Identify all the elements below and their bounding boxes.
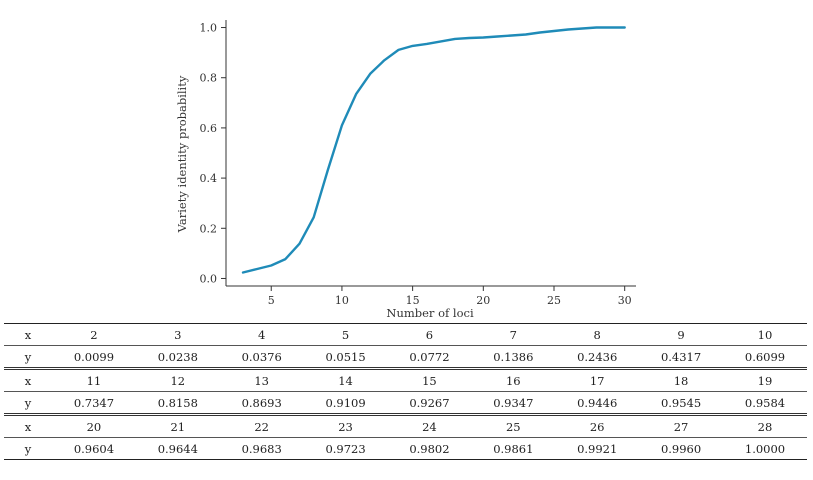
x-tick-label: 10 bbox=[335, 294, 349, 307]
row-header-y: y bbox=[4, 437, 52, 460]
table-cell-x: 24 bbox=[387, 413, 472, 438]
table-cell-y: 0.9960 bbox=[639, 437, 723, 460]
y-tick-label: 0.2 bbox=[200, 222, 218, 235]
table-cell-y: 0.1386 bbox=[471, 345, 556, 369]
y-axis-label: Variety identity probability bbox=[175, 75, 189, 233]
table-cell-y: 0.9347 bbox=[471, 391, 556, 415]
table-cell-x: 8 bbox=[555, 323, 640, 346]
table-cell-x: 6 bbox=[387, 323, 472, 346]
table-cell-x: 17 bbox=[555, 367, 640, 392]
table-row-x: x 20 21 22 23 24 25 26 27 28 bbox=[4, 413, 807, 438]
table-row-y: y 0.0099 0.0238 0.0376 0.0515 0.0772 0.1386 0.2… bbox=[4, 345, 807, 369]
table-cell-x: 5 bbox=[303, 323, 388, 346]
table-cell-x: 12 bbox=[135, 367, 220, 392]
table-cell-y: 0.0772 bbox=[387, 345, 472, 369]
x-tick-label: 5 bbox=[268, 294, 275, 307]
table-cell-x: 28 bbox=[723, 413, 807, 438]
table-cell-y: 0.9446 bbox=[555, 391, 640, 415]
table-cell-x: 25 bbox=[471, 413, 556, 438]
x-tick-label: 30 bbox=[618, 294, 632, 307]
table-cell-x: 9 bbox=[639, 323, 723, 346]
row-header-y: y bbox=[4, 391, 52, 415]
table-cell-x: 18 bbox=[639, 367, 723, 392]
table-cell-y: 0.4317 bbox=[639, 345, 723, 369]
table-row-x: x 11 12 13 14 15 16 17 18 19 bbox=[4, 367, 807, 392]
table-cell-x: 27 bbox=[639, 413, 723, 438]
x-tick-label: 20 bbox=[476, 294, 490, 307]
table-cell-x: 11 bbox=[52, 367, 136, 392]
table-cell-y: 0.0099 bbox=[52, 345, 136, 369]
table-cell-y: 0.9861 bbox=[471, 437, 556, 460]
y-tick-label: 0.8 bbox=[200, 72, 218, 85]
table-cell-y: 0.2436 bbox=[555, 345, 640, 369]
table-cell-x: 14 bbox=[303, 367, 388, 392]
axes: 5 10 15 20 25 30 0.0 0.2 0.4 0.6 0.8 1.0 bbox=[200, 20, 636, 307]
series-line bbox=[241, 26, 626, 274]
x-axis-label: Number of loci bbox=[386, 306, 474, 320]
y-tick-label: 0.4 bbox=[200, 172, 218, 185]
table-cell-y: 0.9683 bbox=[219, 437, 304, 460]
y-tick-label: 0.0 bbox=[200, 272, 218, 285]
table-cell-y: 0.9921 bbox=[555, 437, 640, 460]
table-cell-y: 0.8158 bbox=[135, 391, 220, 415]
table-row-y: y 0.7347 0.8158 0.8693 0.9109 0.9267 0.9347 0.9… bbox=[4, 391, 807, 415]
x-tick-label: 25 bbox=[547, 294, 561, 307]
table-cell-y: 0.9584 bbox=[723, 391, 807, 415]
series-group bbox=[241, 26, 626, 274]
table-cell-x: 22 bbox=[219, 413, 304, 438]
x-tick-label: 15 bbox=[406, 294, 420, 307]
row-header-x: x bbox=[4, 367, 52, 392]
table-cell-x: 20 bbox=[52, 413, 136, 438]
row-header-x: x bbox=[4, 323, 52, 346]
y-tick-label: 0.6 bbox=[200, 122, 218, 135]
table-cell-y: 0.9723 bbox=[303, 437, 388, 460]
y-tick-label: 1.0 bbox=[200, 22, 218, 35]
table-cell-x: 23 bbox=[303, 413, 388, 438]
table-cell-y: 0.9545 bbox=[639, 391, 723, 415]
table-cell-y: 0.9644 bbox=[135, 437, 220, 460]
table-row-y: y 0.9604 0.9644 0.9683 0.9723 0.9802 0.9861 0.9… bbox=[4, 437, 807, 460]
table-cell-y: 0.9109 bbox=[303, 391, 388, 415]
table-cell-x: 10 bbox=[723, 323, 807, 346]
table-cell-x: 26 bbox=[555, 413, 640, 438]
row-header-y: y bbox=[4, 345, 52, 369]
table-cell-x: 13 bbox=[219, 367, 304, 392]
table-cell-y: 0.0376 bbox=[219, 345, 304, 369]
row-header-x: x bbox=[4, 413, 52, 438]
table-cell-y: 0.6099 bbox=[723, 345, 807, 369]
table-cell-y: 0.9267 bbox=[387, 391, 472, 415]
table-cell-x: 7 bbox=[471, 323, 556, 346]
table-cell-y: 1.0000 bbox=[723, 437, 807, 460]
table-cell-x: 16 bbox=[471, 367, 556, 392]
table-cell-x: 3 bbox=[135, 323, 220, 346]
table-cell-y: 0.9802 bbox=[387, 437, 472, 460]
table-cell-x: 2 bbox=[52, 323, 136, 346]
table-cell-x: 15 bbox=[387, 367, 472, 392]
table-cell-y: 0.0515 bbox=[303, 345, 388, 369]
data-table: x 2 3 4 5 6 7 8 9 10 y 0.0099 0.0238 0.0376 0.0515 0.07… bbox=[4, 323, 807, 460]
table-cell-y: 0.0238 bbox=[135, 345, 220, 369]
table-row-x: x 2 3 4 5 6 7 8 9 10 bbox=[4, 323, 807, 346]
table-cell-x: 4 bbox=[219, 323, 304, 346]
table-cell-x: 21 bbox=[135, 413, 220, 438]
table-cell-y: 0.9604 bbox=[52, 437, 136, 460]
table-cell-x: 19 bbox=[723, 367, 807, 392]
line-chart: 5 10 15 20 25 30 0.0 0.2 0.4 0.6 0.8 1.0 Number of … bbox=[175, 20, 636, 320]
table-cell-y: 0.8693 bbox=[219, 391, 304, 415]
table-cell-y: 0.7347 bbox=[52, 391, 136, 415]
